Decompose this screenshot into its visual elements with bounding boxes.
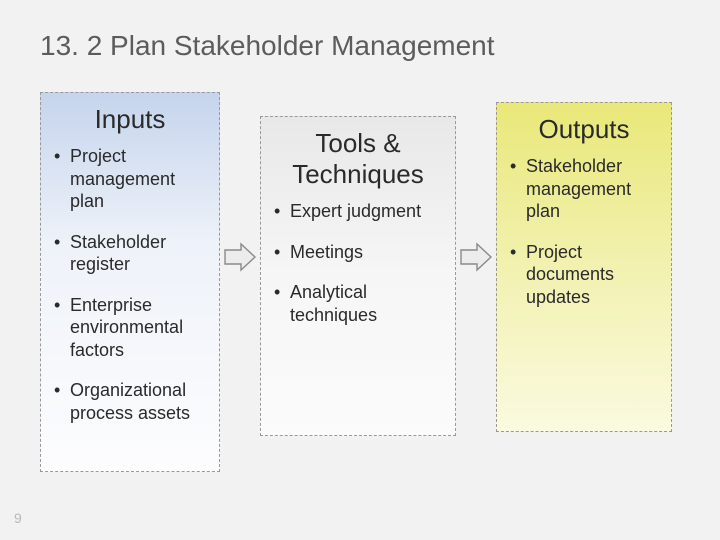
list-item: Analytical techniques (274, 281, 442, 326)
arrow-shape (461, 244, 491, 270)
panel-inputs: Inputs Project management plan Stakehold… (40, 92, 220, 472)
list-item: Stakeholder register (54, 231, 206, 276)
panel-tools: Tools & Techniques Expert judgment Meeti… (260, 116, 456, 436)
panel-outputs: Outputs Stakeholder management plan Proj… (496, 102, 672, 432)
arrow-col-1 (220, 242, 260, 272)
arrow-col-2 (456, 242, 496, 272)
outputs-list: Stakeholder management plan Project docu… (510, 155, 658, 308)
list-item: Enterprise environmental factors (54, 294, 206, 362)
slide-title: 13. 2 Plan Stakeholder Management (40, 30, 680, 62)
list-item: Stakeholder management plan (510, 155, 658, 223)
inputs-list: Project management plan Stakeholder regi… (54, 145, 206, 424)
panel-outputs-heading: Outputs (510, 114, 658, 145)
arrow-right-icon (223, 242, 257, 272)
tools-list: Expert judgment Meetings Analytical tech… (274, 200, 442, 326)
list-item: Project documents updates (510, 241, 658, 309)
panel-inputs-heading: Inputs (54, 104, 206, 135)
panel-tools-heading: Tools & Techniques (274, 128, 442, 190)
page-number: 9 (14, 510, 22, 526)
list-item: Meetings (274, 241, 442, 264)
list-item: Organizational process assets (54, 379, 206, 424)
arrow-shape (225, 244, 255, 270)
slide: 13. 2 Plan Stakeholder Management Inputs… (0, 0, 720, 540)
columns-container: Inputs Project management plan Stakehold… (40, 92, 680, 472)
list-item: Expert judgment (274, 200, 442, 223)
arrow-right-icon (459, 242, 493, 272)
list-item: Project management plan (54, 145, 206, 213)
